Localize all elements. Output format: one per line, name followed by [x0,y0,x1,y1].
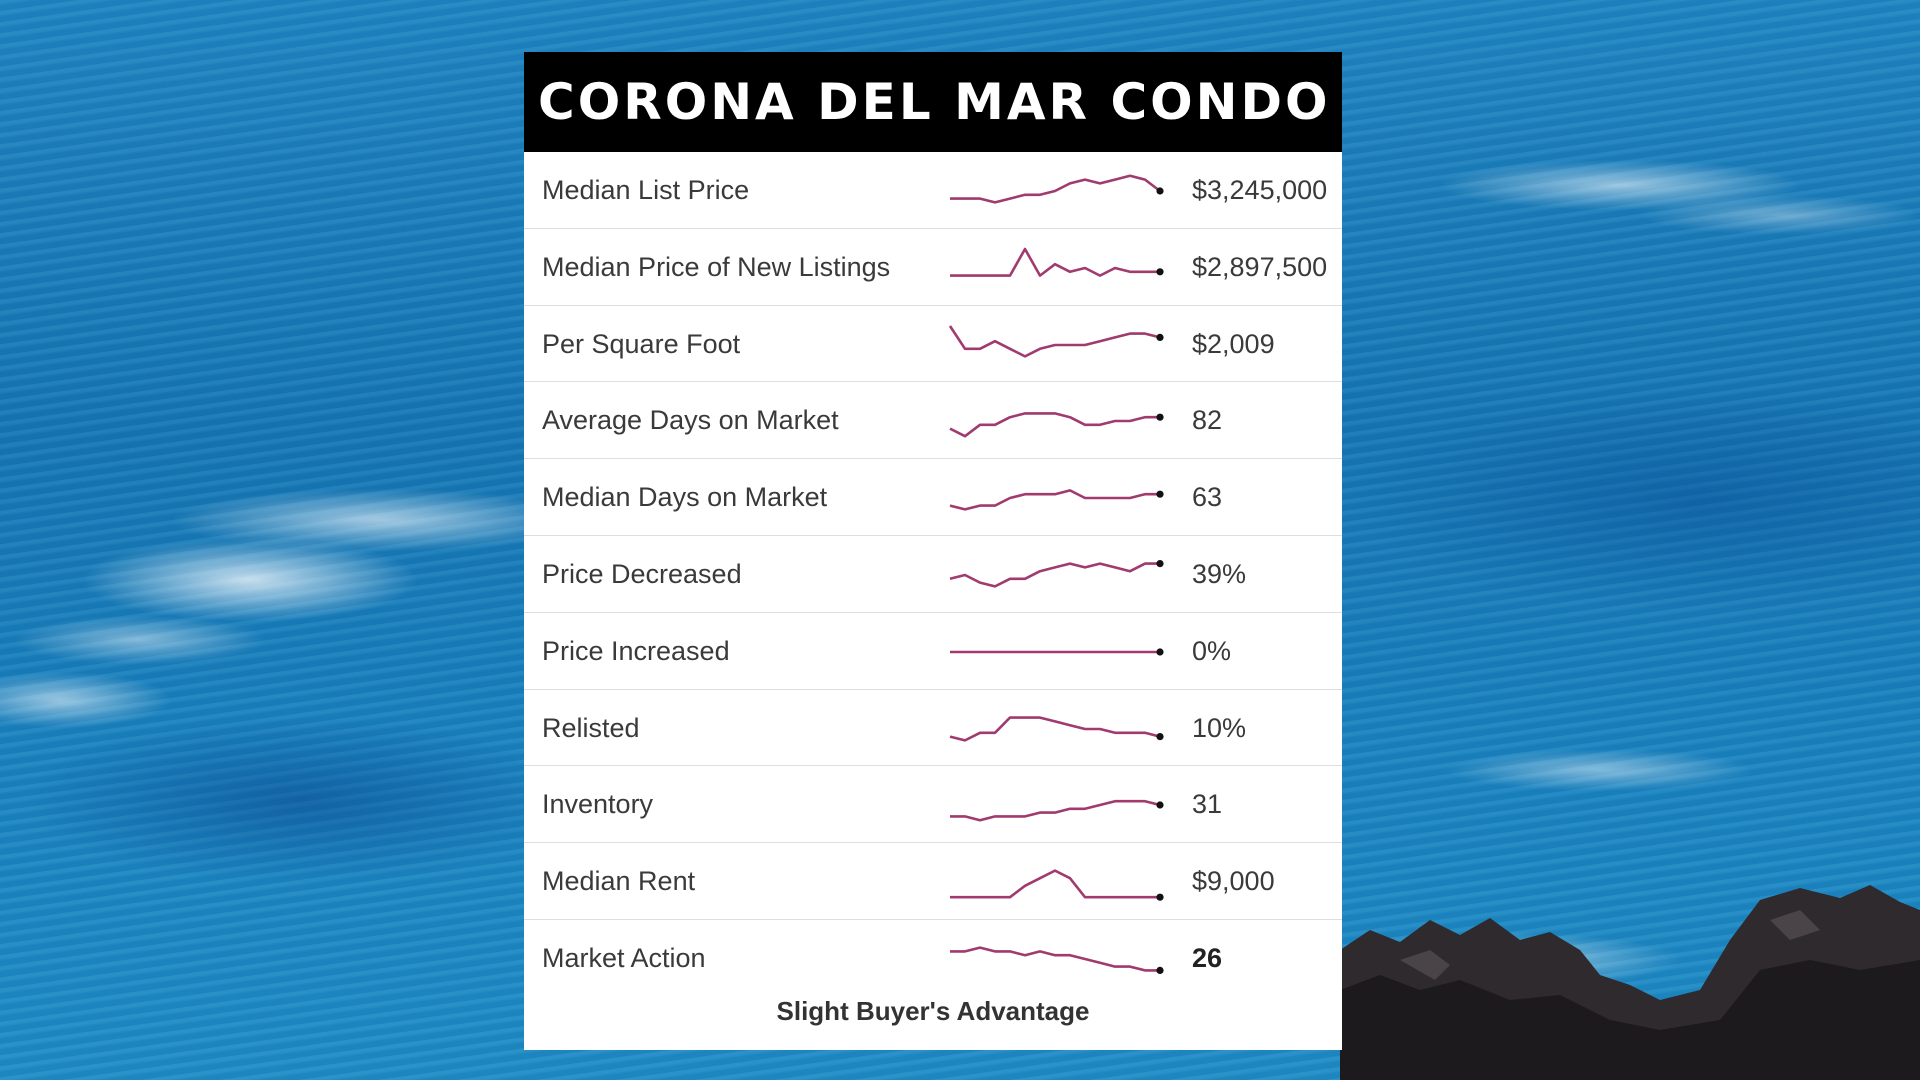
sparkline-path [948,324,1161,358]
stat-label: Median Price of New Listings [542,251,891,282]
stat-row: Average Days on Market 82 [524,382,1342,460]
sparkline-end-point [1156,801,1164,809]
stat-row: Median Rent $9,000 [524,843,1342,920]
sparkline-end-point [1156,648,1164,656]
stat-value: 63 [1192,482,1223,513]
stat-label: Price Decreased [542,558,742,589]
sparkline-end-point [1156,413,1164,422]
stat-row: Inventory 31 [524,766,1342,844]
coastal-rocks [1340,885,1920,1080]
sparkline-end-point [1156,559,1164,568]
stat-row: Market Action 26 [524,920,1342,997]
sparkline-end-point [1156,893,1164,901]
sparkline-path [949,715,1161,742]
sparkline-end-point [1156,966,1164,974]
sparkline-end-point [1156,187,1164,195]
market-action-status: Slight Buyer's Advantage [776,996,1090,1026]
stat-value: $3,245,000 [1192,175,1328,205]
stat-value: 10% [1192,712,1247,743]
sparkline [950,174,1164,204]
sparkline-end-point [1156,267,1164,276]
sparkline [950,247,1164,277]
sparkline-path [950,946,1160,972]
sparkline-path [950,800,1161,822]
card-title: CORONA DEL MAR CONDO [538,73,1331,131]
sparkline-path [950,869,1160,899]
stat-row: Relisted 10% [524,690,1342,767]
stat-row: Price Decreased 39% [524,536,1342,613]
stat-row: Price Increased 0% [524,613,1342,690]
sparkline [949,559,1164,588]
stat-row: Median Price of New Listings $2,897,500 [524,229,1342,306]
sparkline [949,489,1164,511]
stat-value: 39% [1192,558,1247,589]
stat-row: Median Days on Market 63 [524,459,1342,536]
sparkline [950,946,1164,974]
sparkline [950,800,1164,822]
sparkline [948,324,1164,358]
stat-label: Per Square Foot [542,328,741,359]
sparkline [949,715,1164,742]
sparkline-end-point [1156,333,1164,341]
stat-label: Average Days on Market [542,405,839,436]
sparkline-path [950,247,1160,277]
sparkline-path [949,412,1160,438]
sparkline-end-point [1156,732,1164,740]
stat-label: Market Action [542,942,706,973]
sparkline-path [950,174,1161,204]
stat-label: Median Rent [542,866,696,897]
stat-label: Median List Price [542,175,750,205]
stat-row: Per Square Foot $2,009 [524,306,1342,383]
sparkline-path [949,562,1160,588]
sparkline-path [949,489,1160,511]
stat-label: Price Increased [542,635,730,666]
stat-value: 31 [1192,789,1223,820]
stat-value: 26 [1192,942,1223,973]
stat-label: Median Days on Market [542,482,828,513]
stat-value: 0% [1192,635,1232,666]
sparkline-end-point [1156,490,1164,498]
stat-label: Relisted [542,712,640,743]
stat-label: Inventory [542,789,654,820]
stat-value: $9,000 [1192,866,1275,897]
market-stats-card: CORONA DEL MAR CONDO Median List Price $3… [524,52,1342,1050]
sparkline [950,648,1164,656]
sparkline [950,869,1164,901]
card-header: CORONA DEL MAR CONDO [524,52,1342,152]
stat-value: $2,897,500 [1192,251,1328,282]
stat-row: Median List Price $3,245,000 [524,152,1342,229]
sparkline [949,412,1164,438]
stats-table: Median List Price $3,245,000 Median Price … [524,152,1342,997]
stat-value: $2,009 [1192,328,1275,359]
stat-value: 82 [1192,405,1223,436]
